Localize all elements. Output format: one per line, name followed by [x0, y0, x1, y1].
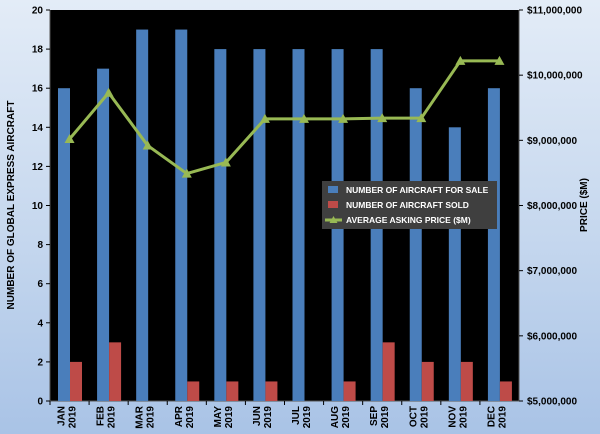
x-tick-label-line: 2019	[146, 406, 157, 429]
x-tick-label-line: 2019	[224, 406, 235, 429]
y-tick-label: 8	[37, 240, 43, 251]
x-tick-label-line: OCT	[408, 406, 419, 427]
y2-tick-label: $7,000,000	[527, 266, 577, 277]
x-tick-label-line: JAN	[57, 406, 68, 426]
x-tick-label-line: MAY	[213, 406, 224, 428]
y-tick-label: 4	[37, 318, 43, 329]
y2-tick-label: $10,000,000	[527, 71, 583, 82]
x-tick-label: OCT2019	[408, 406, 430, 429]
bar-for-sale	[175, 29, 188, 402]
x-tick-label-line: APR	[174, 405, 185, 427]
x-tick-label: SEP2019	[369, 406, 391, 429]
y2-tick-label: $8,000,000	[527, 201, 577, 212]
x-tick-label-line: FEB	[96, 406, 107, 426]
x-tick-label-line: JUN	[252, 406, 263, 426]
price-marker	[142, 140, 153, 150]
bar-sold	[382, 342, 395, 401]
bar-sold	[226, 381, 239, 401]
x-tick-label-line: JUL	[291, 406, 302, 425]
y-tick-label: 20	[32, 6, 44, 17]
x-tick-label: DEC2019	[486, 406, 508, 429]
legend-marker-price	[329, 216, 338, 223]
y2-tick-label: $9,000,000	[527, 136, 577, 147]
x-tick-label-line: 2019	[263, 406, 274, 429]
x-tick-label-line: DEC	[486, 406, 497, 427]
x-tick-label-line: SEP	[369, 406, 380, 426]
bar-sold	[187, 381, 200, 401]
bar-sold	[265, 381, 278, 401]
price-marker	[299, 113, 310, 123]
price-line	[68, 59, 500, 176]
bar-sold	[109, 342, 122, 401]
x-tick-label-line: 2019	[458, 406, 469, 429]
x-tick-label-line: MAR	[135, 405, 146, 429]
y2-tick-label: $11,000,000	[527, 6, 582, 17]
price-marker	[181, 168, 192, 178]
bar-for-sale	[136, 29, 149, 402]
bar-sold	[70, 361, 82, 401]
y-tick-label: 14	[32, 123, 44, 134]
y2-tick-label: $6,000,000	[527, 331, 577, 342]
legend-label-for-sale: NUMBER OF AIRCRAFT FOR SALE	[346, 185, 489, 195]
bar-for-sale	[253, 49, 266, 401]
x-tick-label: JUL2019	[291, 406, 313, 429]
bar-for-sale	[487, 88, 500, 401]
y-tick-label: 10	[32, 201, 44, 212]
x-tick-label: JUN2019	[252, 406, 274, 429]
x-tick-label-line: 2019	[185, 406, 196, 429]
y2-tick-label: $5,000,000	[527, 397, 577, 408]
bar-sold	[421, 361, 434, 401]
x-tick-label-line: 2019	[341, 406, 352, 429]
price-marker	[494, 55, 505, 65]
x-tick-label: NOV2019	[447, 406, 469, 429]
price-marker	[455, 55, 466, 65]
x-tick-label-line: 2019	[302, 406, 313, 429]
y-tick-label: 2	[37, 357, 43, 368]
bar-for-sale	[409, 88, 422, 401]
price-marker	[220, 157, 231, 167]
price-marker	[416, 113, 427, 123]
x-tick-label: AUG2019	[330, 406, 352, 429]
legend-label-sold: NUMBER OF AIRCRAFT SOLD	[346, 200, 469, 210]
x-tick-label: MAR2019	[135, 405, 157, 429]
x-tick-label: APR2019	[174, 405, 196, 428]
legend-swatch-for-sale	[328, 186, 338, 193]
bar-for-sale	[214, 49, 227, 401]
bar-for-sale	[97, 68, 110, 402]
bar-sold	[343, 381, 356, 401]
x-tick-label-line: 2019	[68, 406, 79, 429]
y-tick-label: 16	[32, 84, 44, 95]
bar-sold	[460, 361, 473, 401]
bar-for-sale	[58, 88, 70, 401]
price-marker	[338, 113, 349, 123]
y-tick-label: 12	[32, 162, 44, 173]
x-tick-label-line: NOV	[447, 406, 458, 428]
price-marker	[259, 113, 270, 123]
x-tick-label: MAY2019	[213, 406, 235, 429]
y-tick-label: 6	[37, 279, 43, 290]
bar-sold	[499, 381, 512, 401]
price-marker	[377, 113, 388, 123]
price-marker	[103, 87, 114, 97]
legend-swatch-sold	[328, 201, 338, 208]
x-tick-label-line: 2019	[107, 406, 118, 429]
x-tick-label-line: 2019	[380, 406, 391, 429]
y-tick-label: 0	[37, 397, 43, 408]
y-axis-title: NUMBER OF GLOBAL EXPRESS AIRCRAFT	[6, 101, 17, 310]
x-tick-label-line: AUG	[330, 406, 341, 428]
legend-box	[322, 181, 497, 229]
y-tick-label: 18	[32, 45, 44, 56]
x-tick-label-line: 2019	[419, 406, 430, 429]
price-marker	[64, 134, 75, 144]
y2-axis-title: PRICE ($M)	[579, 178, 590, 232]
x-tick-label-line: 2019	[497, 406, 508, 429]
bar-for-sale	[448, 127, 461, 402]
x-tick-label: FEB2019	[96, 406, 118, 429]
x-tick-label: JAN2019	[57, 406, 79, 429]
legend-label-price: AVERAGE ASKING PRICE ($M)	[346, 215, 471, 225]
bar-for-sale	[292, 49, 305, 401]
